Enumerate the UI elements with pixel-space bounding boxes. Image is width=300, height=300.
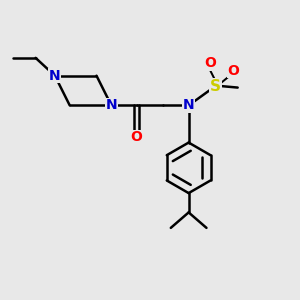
Text: O: O bbox=[131, 130, 142, 144]
Text: N: N bbox=[183, 98, 194, 112]
Text: N: N bbox=[49, 69, 61, 83]
Text: O: O bbox=[204, 56, 216, 70]
Text: N: N bbox=[106, 98, 117, 112]
Text: O: O bbox=[227, 64, 239, 78]
Text: S: S bbox=[210, 79, 221, 94]
